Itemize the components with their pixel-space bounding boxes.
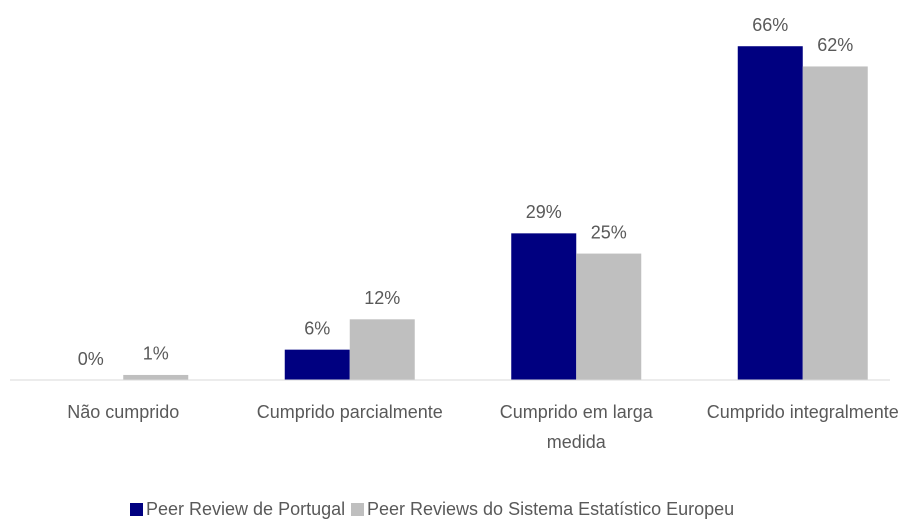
x-tick-label: Cumprido em larga medida <box>499 402 653 452</box>
bar <box>802 66 868 380</box>
data-label: 62% <box>817 35 853 55</box>
x-tick-label: Não cumprido <box>67 402 180 422</box>
bar <box>737 46 803 380</box>
data-label: 29% <box>526 202 562 222</box>
legend-item: Peer Review de Portugal <box>130 499 345 520</box>
legend-swatch <box>351 503 364 516</box>
data-label: 0% <box>78 349 104 369</box>
data-label: 66% <box>752 15 788 35</box>
data-label: 1% <box>143 344 169 364</box>
data-label: 25% <box>591 222 627 242</box>
legend-label: Peer Review de Portugal <box>146 499 346 519</box>
data-label: 6% <box>304 318 330 338</box>
data-label: 12% <box>364 288 400 308</box>
legend-item: Peer Reviews do Sistema Estatístico Euro… <box>351 499 734 520</box>
bar <box>123 374 189 380</box>
legend-label: Peer Reviews do Sistema Estatístico Euro… <box>367 499 735 519</box>
legend-swatch <box>130 503 143 516</box>
x-tick-label: Cumprido integralmente <box>706 402 899 422</box>
bar <box>511 233 577 380</box>
x-tick-label: Cumprido parcialmente <box>256 402 443 422</box>
bar <box>349 319 415 380</box>
bar <box>576 253 642 380</box>
bar <box>284 349 350 380</box>
